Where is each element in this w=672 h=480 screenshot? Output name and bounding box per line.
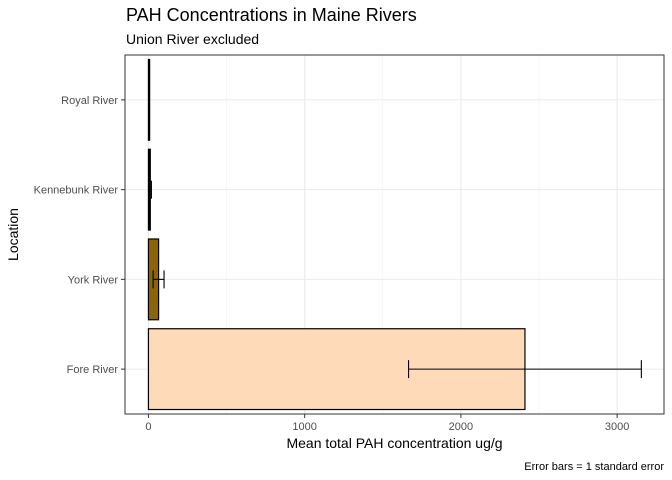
- panel-border: [124, 54, 665, 415]
- x-tick-label: 0: [145, 421, 151, 433]
- y-tick-label: York River: [68, 274, 119, 286]
- y-tick-label: Royal River: [61, 95, 118, 107]
- y-tick-label: Kennebunk River: [34, 185, 119, 197]
- chart-caption: Error bars = 1 standard error: [524, 461, 664, 473]
- y-tick-label: Fore River: [67, 364, 119, 376]
- x-tick-label: 3000: [605, 421, 629, 433]
- bar-layer: [147, 58, 526, 411]
- chart-subtitle: Union River excluded: [126, 31, 260, 47]
- x-tick-label: 2000: [449, 421, 473, 433]
- error-bar-layer: [148, 90, 642, 379]
- chart-title: PAH Concentrations in Maine Rivers: [126, 5, 417, 25]
- axis-layer: 0 1000 2000 3000 Fore River York River Kennebu…: [34, 95, 630, 433]
- y-axis-title: Location: [5, 208, 21, 261]
- x-tick-label: 1000: [292, 421, 316, 433]
- x-axis-title: Mean total PAH concentration ug/g: [286, 435, 502, 451]
